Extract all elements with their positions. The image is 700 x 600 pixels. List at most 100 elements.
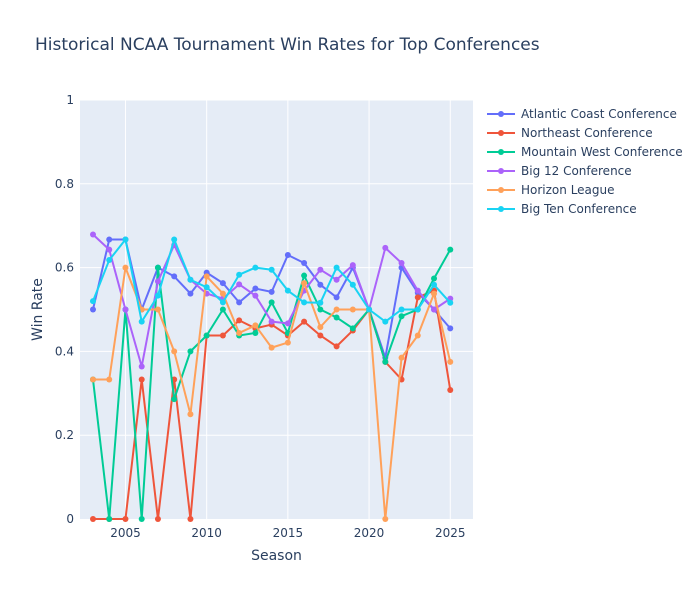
data-point[interactable]: [431, 275, 438, 282]
data-point[interactable]: [333, 343, 340, 350]
data-point[interactable]: [414, 332, 421, 339]
data-point[interactable]: [268, 318, 275, 325]
data-point[interactable]: [317, 281, 324, 288]
data-point[interactable]: [89, 298, 96, 305]
data-point[interactable]: [268, 266, 275, 273]
data-point[interactable]: [236, 299, 243, 306]
data-point[interactable]: [138, 363, 145, 370]
data-point[interactable]: [431, 281, 438, 288]
data-point[interactable]: [349, 262, 356, 269]
data-point[interactable]: [349, 325, 356, 332]
data-point[interactable]: [447, 358, 454, 365]
data-point[interactable]: [284, 252, 291, 259]
data-point[interactable]: [398, 354, 405, 361]
data-point[interactable]: [219, 332, 226, 339]
data-point[interactable]: [138, 516, 145, 522]
data-point[interactable]: [284, 287, 291, 294]
data-point[interactable]: [219, 280, 226, 287]
data-point[interactable]: [317, 299, 324, 306]
data-point[interactable]: [252, 322, 259, 329]
data-point[interactable]: [349, 281, 356, 288]
data-point[interactable]: [122, 236, 129, 243]
data-point[interactable]: [382, 244, 389, 251]
data-point[interactable]: [122, 264, 129, 271]
data-point[interactable]: [203, 284, 210, 291]
data-point[interactable]: [301, 259, 308, 266]
data-point[interactable]: [122, 306, 129, 313]
data-point[interactable]: [414, 287, 421, 294]
data-point[interactable]: [398, 259, 405, 266]
data-point[interactable]: [252, 329, 259, 336]
data-point[interactable]: [382, 358, 389, 365]
data-point[interactable]: [106, 257, 113, 264]
data-point[interactable]: [333, 276, 340, 283]
data-point[interactable]: [122, 516, 129, 522]
data-point[interactable]: [252, 285, 259, 292]
data-point[interactable]: [317, 266, 324, 273]
data-point[interactable]: [382, 318, 389, 325]
data-point[interactable]: [187, 290, 194, 297]
data-point[interactable]: [236, 281, 243, 288]
data-point[interactable]: [268, 299, 275, 306]
data-point[interactable]: [187, 516, 194, 522]
data-point[interactable]: [187, 276, 194, 283]
legend-item[interactable]: Big 12 Conference: [487, 164, 632, 178]
data-point[interactable]: [89, 516, 96, 522]
data-point[interactable]: [333, 294, 340, 301]
data-point[interactable]: [171, 273, 178, 280]
data-point[interactable]: [252, 292, 259, 299]
data-point[interactable]: [414, 294, 421, 301]
data-point[interactable]: [236, 329, 243, 336]
data-point[interactable]: [317, 324, 324, 331]
data-point[interactable]: [187, 411, 194, 418]
data-point[interactable]: [268, 344, 275, 351]
data-point[interactable]: [187, 348, 194, 355]
data-point[interactable]: [431, 306, 438, 313]
data-point[interactable]: [349, 306, 356, 313]
data-point[interactable]: [171, 236, 178, 243]
data-point[interactable]: [138, 376, 145, 383]
data-point[interactable]: [106, 376, 113, 383]
data-point[interactable]: [447, 246, 454, 253]
data-point[interactable]: [382, 516, 389, 522]
data-point[interactable]: [219, 306, 226, 313]
data-point[interactable]: [447, 325, 454, 332]
data-point[interactable]: [89, 231, 96, 238]
data-point[interactable]: [284, 339, 291, 346]
data-point[interactable]: [333, 306, 340, 313]
legend-item[interactable]: Horizon League: [487, 183, 615, 197]
data-point[interactable]: [366, 306, 373, 313]
data-point[interactable]: [301, 280, 308, 287]
data-point[interactable]: [301, 318, 308, 325]
data-point[interactable]: [106, 516, 113, 522]
data-point[interactable]: [268, 288, 275, 295]
data-point[interactable]: [398, 306, 405, 313]
data-point[interactable]: [154, 516, 161, 522]
data-point[interactable]: [236, 271, 243, 278]
legend-item[interactable]: Northeast Conference: [487, 126, 653, 140]
data-point[interactable]: [89, 376, 96, 383]
data-point[interactable]: [154, 264, 161, 271]
legend-item[interactable]: Atlantic Coast Conference: [487, 107, 677, 121]
data-point[interactable]: [447, 299, 454, 306]
data-point[interactable]: [106, 246, 113, 253]
data-point[interactable]: [398, 313, 405, 320]
data-point[interactable]: [89, 306, 96, 313]
data-point[interactable]: [154, 306, 161, 313]
data-point[interactable]: [219, 299, 226, 306]
data-point[interactable]: [414, 306, 421, 313]
data-point[interactable]: [252, 264, 259, 271]
data-point[interactable]: [333, 264, 340, 271]
data-point[interactable]: [317, 306, 324, 313]
data-point[interactable]: [154, 278, 161, 285]
data-point[interactable]: [301, 272, 308, 279]
data-point[interactable]: [203, 332, 210, 339]
data-point[interactable]: [301, 299, 308, 306]
data-point[interactable]: [431, 290, 438, 297]
data-point[interactable]: [333, 314, 340, 321]
data-point[interactable]: [138, 318, 145, 325]
data-point[interactable]: [203, 273, 210, 280]
legend-item[interactable]: Big Ten Conference: [487, 202, 637, 216]
data-point[interactable]: [106, 236, 113, 243]
data-point[interactable]: [154, 292, 161, 299]
